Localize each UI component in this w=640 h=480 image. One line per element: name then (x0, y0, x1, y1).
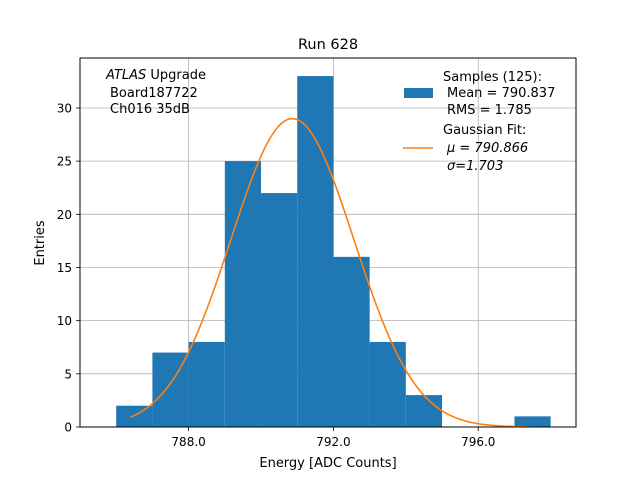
axis-ticks: 788.0 792.0 796.0 0 5 10 15 20 25 30 (57, 101, 496, 449)
x-axis-label: Energy [ADC Counts] (259, 456, 396, 471)
histogram-bar (188, 341, 225, 427)
plot-frame (79, 57, 577, 428)
legend: Samples (125): Mean = 790.837 RMS = 1.78… (403, 70, 555, 174)
x-tick-label: 788.0 (171, 435, 205, 449)
legend-fit-sigma: σ=1.703 (447, 159, 503, 174)
annotation-atlas: ATLAS (105, 68, 146, 83)
annotation-channel: Ch016 35dB (110, 102, 190, 117)
annotation-line-1: ATLAS Upgrade (105, 68, 206, 83)
legend-samples-title: Samples (125): (443, 70, 542, 85)
histogram-bar (405, 395, 443, 427)
histogram-bar (369, 341, 406, 427)
y-tick-label: 10 (57, 314, 72, 328)
y-tick-label: 15 (57, 261, 72, 275)
legend-samples-swatch (404, 88, 433, 98)
y-tick-label: 25 (57, 155, 72, 169)
histogram-bar (116, 405, 153, 427)
y-tick-label: 30 (57, 101, 72, 115)
legend-fit-title: Gaussian Fit: (443, 123, 526, 138)
legend-samples-mean: Mean = 790.837 (447, 86, 555, 101)
y-tick-label: 20 (57, 208, 72, 222)
gaussian-fit-curve (130, 117, 529, 428)
chart-title: Run 628 (298, 37, 358, 53)
y-tick-label: 0 (64, 421, 72, 435)
x-tick-label: 796.0 (461, 435, 495, 449)
legend-fit-mu: μ = 790.866 (446, 141, 528, 156)
histogram-bar (333, 256, 370, 427)
atlas-annotation: ATLAS Upgrade Board187722 Ch016 35dB (105, 68, 206, 117)
x-tick-label: 792.0 (316, 435, 350, 449)
annotation-upgrade: Upgrade (146, 68, 206, 83)
histogram-bar (261, 193, 298, 427)
annotation-board: Board187722 (110, 86, 198, 101)
histogram-bar (514, 416, 551, 427)
gaussian-fit (130, 117, 529, 428)
y-axis-label: Entries (33, 220, 48, 266)
y-tick-label: 5 (64, 367, 72, 381)
histogram-bar (297, 76, 334, 427)
legend-samples-rms: RMS = 1.785 (447, 103, 532, 118)
